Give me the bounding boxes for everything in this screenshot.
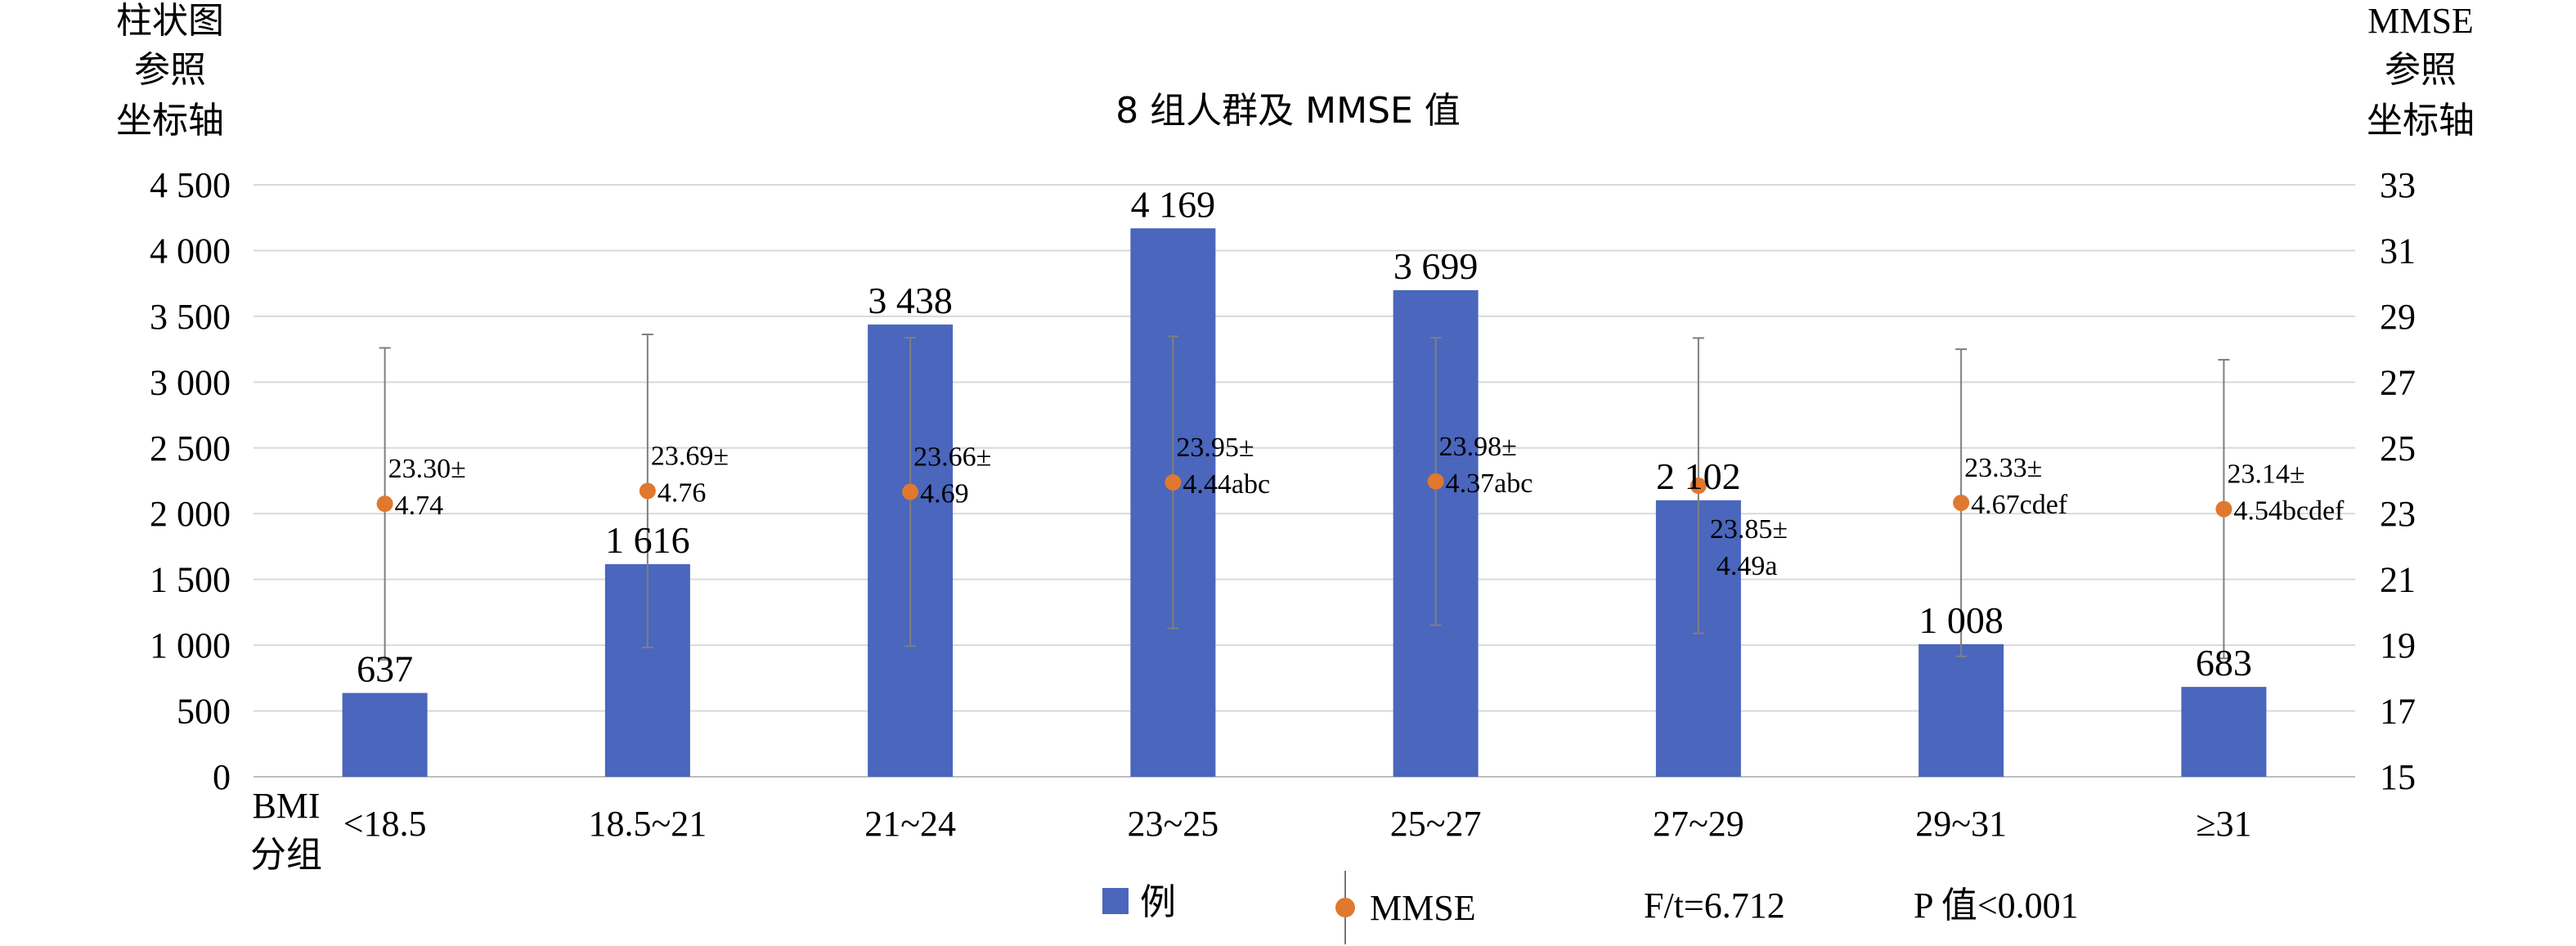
y-left-tick-label: 0 xyxy=(213,757,231,797)
mmse-point xyxy=(2215,500,2233,518)
bar-value-label: 683 xyxy=(2196,642,2252,684)
y-right-title-line-2: 参照 xyxy=(2385,49,2457,91)
grid-lines xyxy=(254,184,2355,778)
bar-value-label: 3 438 xyxy=(868,280,953,321)
mmse-label-line-2: 4.69 xyxy=(920,479,969,509)
mmse-label-line-2: 4.67cdef xyxy=(1971,490,2068,520)
x-tick-label: 29~31 xyxy=(1915,804,2007,844)
x-axis-title: BMI 分组 xyxy=(250,786,322,876)
legend-marker-mmse xyxy=(1335,898,1355,917)
mmse-label-line-1: 23.33± xyxy=(1964,453,2042,483)
chart-title: 8 组人群及 MMSE 值 xyxy=(1115,90,1461,132)
bar xyxy=(2181,687,2267,777)
chart-text: 0 500 1 000 1 500 2 000 2 500 3 000 3 500 4 000 4… xyxy=(150,165,2416,844)
y-left-title-line-3: 坐标轴 xyxy=(116,100,224,141)
y-left-tick-label: 1 000 xyxy=(150,625,231,666)
y-right-tick-label: 31 xyxy=(2380,231,2416,271)
x-tick-label: 25~27 xyxy=(1390,804,1482,844)
bar-value-label: 1 616 xyxy=(605,519,690,561)
bar-value-label: 2 102 xyxy=(1656,455,1741,497)
x-axis-title-line-1: BMI xyxy=(252,786,320,826)
mmse-label-line-1: 23.66± xyxy=(913,442,991,473)
y-left-tick-label: 3 000 xyxy=(150,362,231,402)
y-right-tick-label: 33 xyxy=(2380,165,2416,205)
legend-stat-f: F/t=6.712 xyxy=(1644,885,1785,926)
mmse-point xyxy=(902,483,919,500)
y-right-tick-label: 19 xyxy=(2380,625,2416,666)
y-left-tick-label: 2 000 xyxy=(150,494,231,534)
bar xyxy=(1919,643,2004,777)
mmse-label-line-2: 4.74 xyxy=(395,491,444,521)
y-right-tick-label: 21 xyxy=(2380,560,2416,600)
mmse-label-line-2: 4.49a xyxy=(1717,551,1778,581)
mmse-point xyxy=(1953,494,1970,511)
mmse-point xyxy=(1690,477,1707,495)
mmse-label-line-2: 4.37abc xyxy=(1446,469,1533,499)
y-left-tick-label: 4 500 xyxy=(150,165,231,205)
y-right-tick-label: 17 xyxy=(2380,692,2416,732)
y-left-title-line-1: 柱状图 xyxy=(116,0,224,42)
y-left-tick-label: 2 500 xyxy=(150,428,231,469)
mmse-label-line-2: 4.76 xyxy=(657,477,707,508)
y-left-axis-title: 柱状图 参照 坐标轴 xyxy=(116,0,224,141)
y-left-tick-label: 500 xyxy=(177,692,231,732)
mmse-label-line-1: 23.85± xyxy=(1710,514,1788,545)
y-left-title-line-2: 参照 xyxy=(134,49,206,91)
y-left-tick-label: 3 500 xyxy=(150,297,231,337)
mmse-point xyxy=(1427,473,1444,490)
legend-swatch-bar xyxy=(1102,888,1129,914)
mmse-label-line-2: 4.44abc xyxy=(1183,469,1270,500)
mmse-point xyxy=(639,482,656,500)
mmse-label-line-1: 23.30± xyxy=(388,454,466,484)
bar-value-label: 3 699 xyxy=(1393,245,1479,287)
legend-label-mmse: MMSE xyxy=(1370,888,1476,928)
legend-stat-p: P 值<0.001 xyxy=(1914,885,2079,926)
mmse-point xyxy=(376,495,393,513)
x-tick-label: <18.5 xyxy=(343,804,427,844)
x-tick-label: 27~29 xyxy=(1653,804,1744,844)
mmse-label-line-2: 4.54bcdef xyxy=(2233,496,2345,527)
bar-value-label: 1 008 xyxy=(1919,599,2004,641)
mmse-series xyxy=(376,334,2233,661)
y-left-tick-label: 1 500 xyxy=(150,560,231,600)
bar xyxy=(342,693,428,777)
mmse-label-line-1: 23.98± xyxy=(1439,432,1517,462)
y-right-title-line-3: 坐标轴 xyxy=(2367,100,2475,141)
bar-value-label: 4 169 xyxy=(1131,183,1216,225)
mmse-label-line-1: 23.95± xyxy=(1176,433,1254,463)
x-axis-title-line-2: 分组 xyxy=(250,834,322,876)
bar-value-label: 637 xyxy=(357,648,413,690)
y-right-tick-label: 29 xyxy=(2380,297,2416,337)
y-right-title-line-1: MMSE xyxy=(2367,1,2474,41)
legend: 例 MMSE F/t=6.712 P 值<0.001 xyxy=(1102,871,2079,944)
x-tick-label: ≥31 xyxy=(2196,804,2251,844)
legend-label-bar: 例 xyxy=(1140,881,1176,923)
y-right-tick-label: 25 xyxy=(2380,428,2416,469)
mmse-label-line-1: 23.69± xyxy=(651,441,729,471)
x-tick-label: 21~24 xyxy=(864,804,956,844)
y-left-tick-label: 4 000 xyxy=(150,231,231,271)
y-right-tick-label: 15 xyxy=(2380,757,2416,797)
y-right-tick-label: 23 xyxy=(2380,494,2416,534)
mmse-label-line-1: 23.14± xyxy=(2227,460,2304,490)
x-tick-label: 18.5~21 xyxy=(588,804,707,844)
mmse-point xyxy=(1165,474,1182,491)
y-right-axis-title: MMSE 参照 坐标轴 xyxy=(2367,1,2475,141)
x-tick-label: 23~25 xyxy=(1127,804,1218,844)
y-right-tick-label: 27 xyxy=(2380,362,2416,402)
